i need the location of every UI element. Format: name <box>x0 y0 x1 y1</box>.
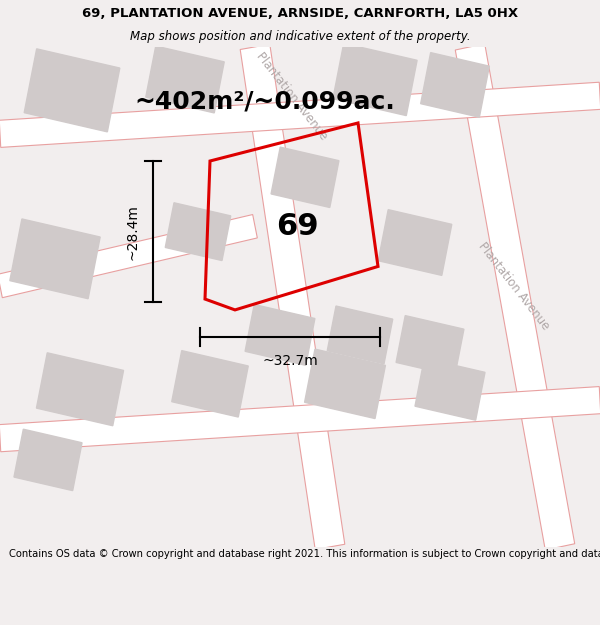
Bar <box>10 219 100 299</box>
Polygon shape <box>240 44 345 549</box>
Text: 69, PLANTATION AVENUE, ARNSIDE, CARNFORTH, LA5 0HX: 69, PLANTATION AVENUE, ARNSIDE, CARNFORT… <box>82 7 518 19</box>
Bar <box>24 49 120 132</box>
Text: ~28.4m: ~28.4m <box>125 204 139 259</box>
Bar <box>37 352 124 426</box>
Bar <box>146 46 224 113</box>
Bar <box>14 429 82 491</box>
Bar <box>415 358 485 420</box>
Bar <box>245 304 315 366</box>
Text: Plantation Avenue: Plantation Avenue <box>254 49 330 142</box>
Polygon shape <box>0 82 600 148</box>
Polygon shape <box>0 387 600 452</box>
Bar <box>396 316 464 376</box>
Bar <box>421 52 490 118</box>
Text: Plantation Avenue: Plantation Avenue <box>476 240 552 332</box>
Bar <box>327 306 393 364</box>
Text: 69: 69 <box>276 212 319 241</box>
Polygon shape <box>455 44 575 550</box>
Text: ~402m²/~0.099ac.: ~402m²/~0.099ac. <box>134 89 395 113</box>
Text: Contains OS data © Crown copyright and database right 2021. This information is : Contains OS data © Crown copyright and d… <box>9 549 600 559</box>
Polygon shape <box>0 214 257 298</box>
Bar <box>305 349 385 419</box>
Text: Map shows position and indicative extent of the property.: Map shows position and indicative extent… <box>130 30 470 43</box>
Bar <box>165 202 231 261</box>
Bar <box>271 147 339 208</box>
Bar <box>172 351 248 417</box>
Text: ~32.7m: ~32.7m <box>262 354 318 369</box>
Bar <box>333 43 417 116</box>
Bar <box>378 209 452 276</box>
